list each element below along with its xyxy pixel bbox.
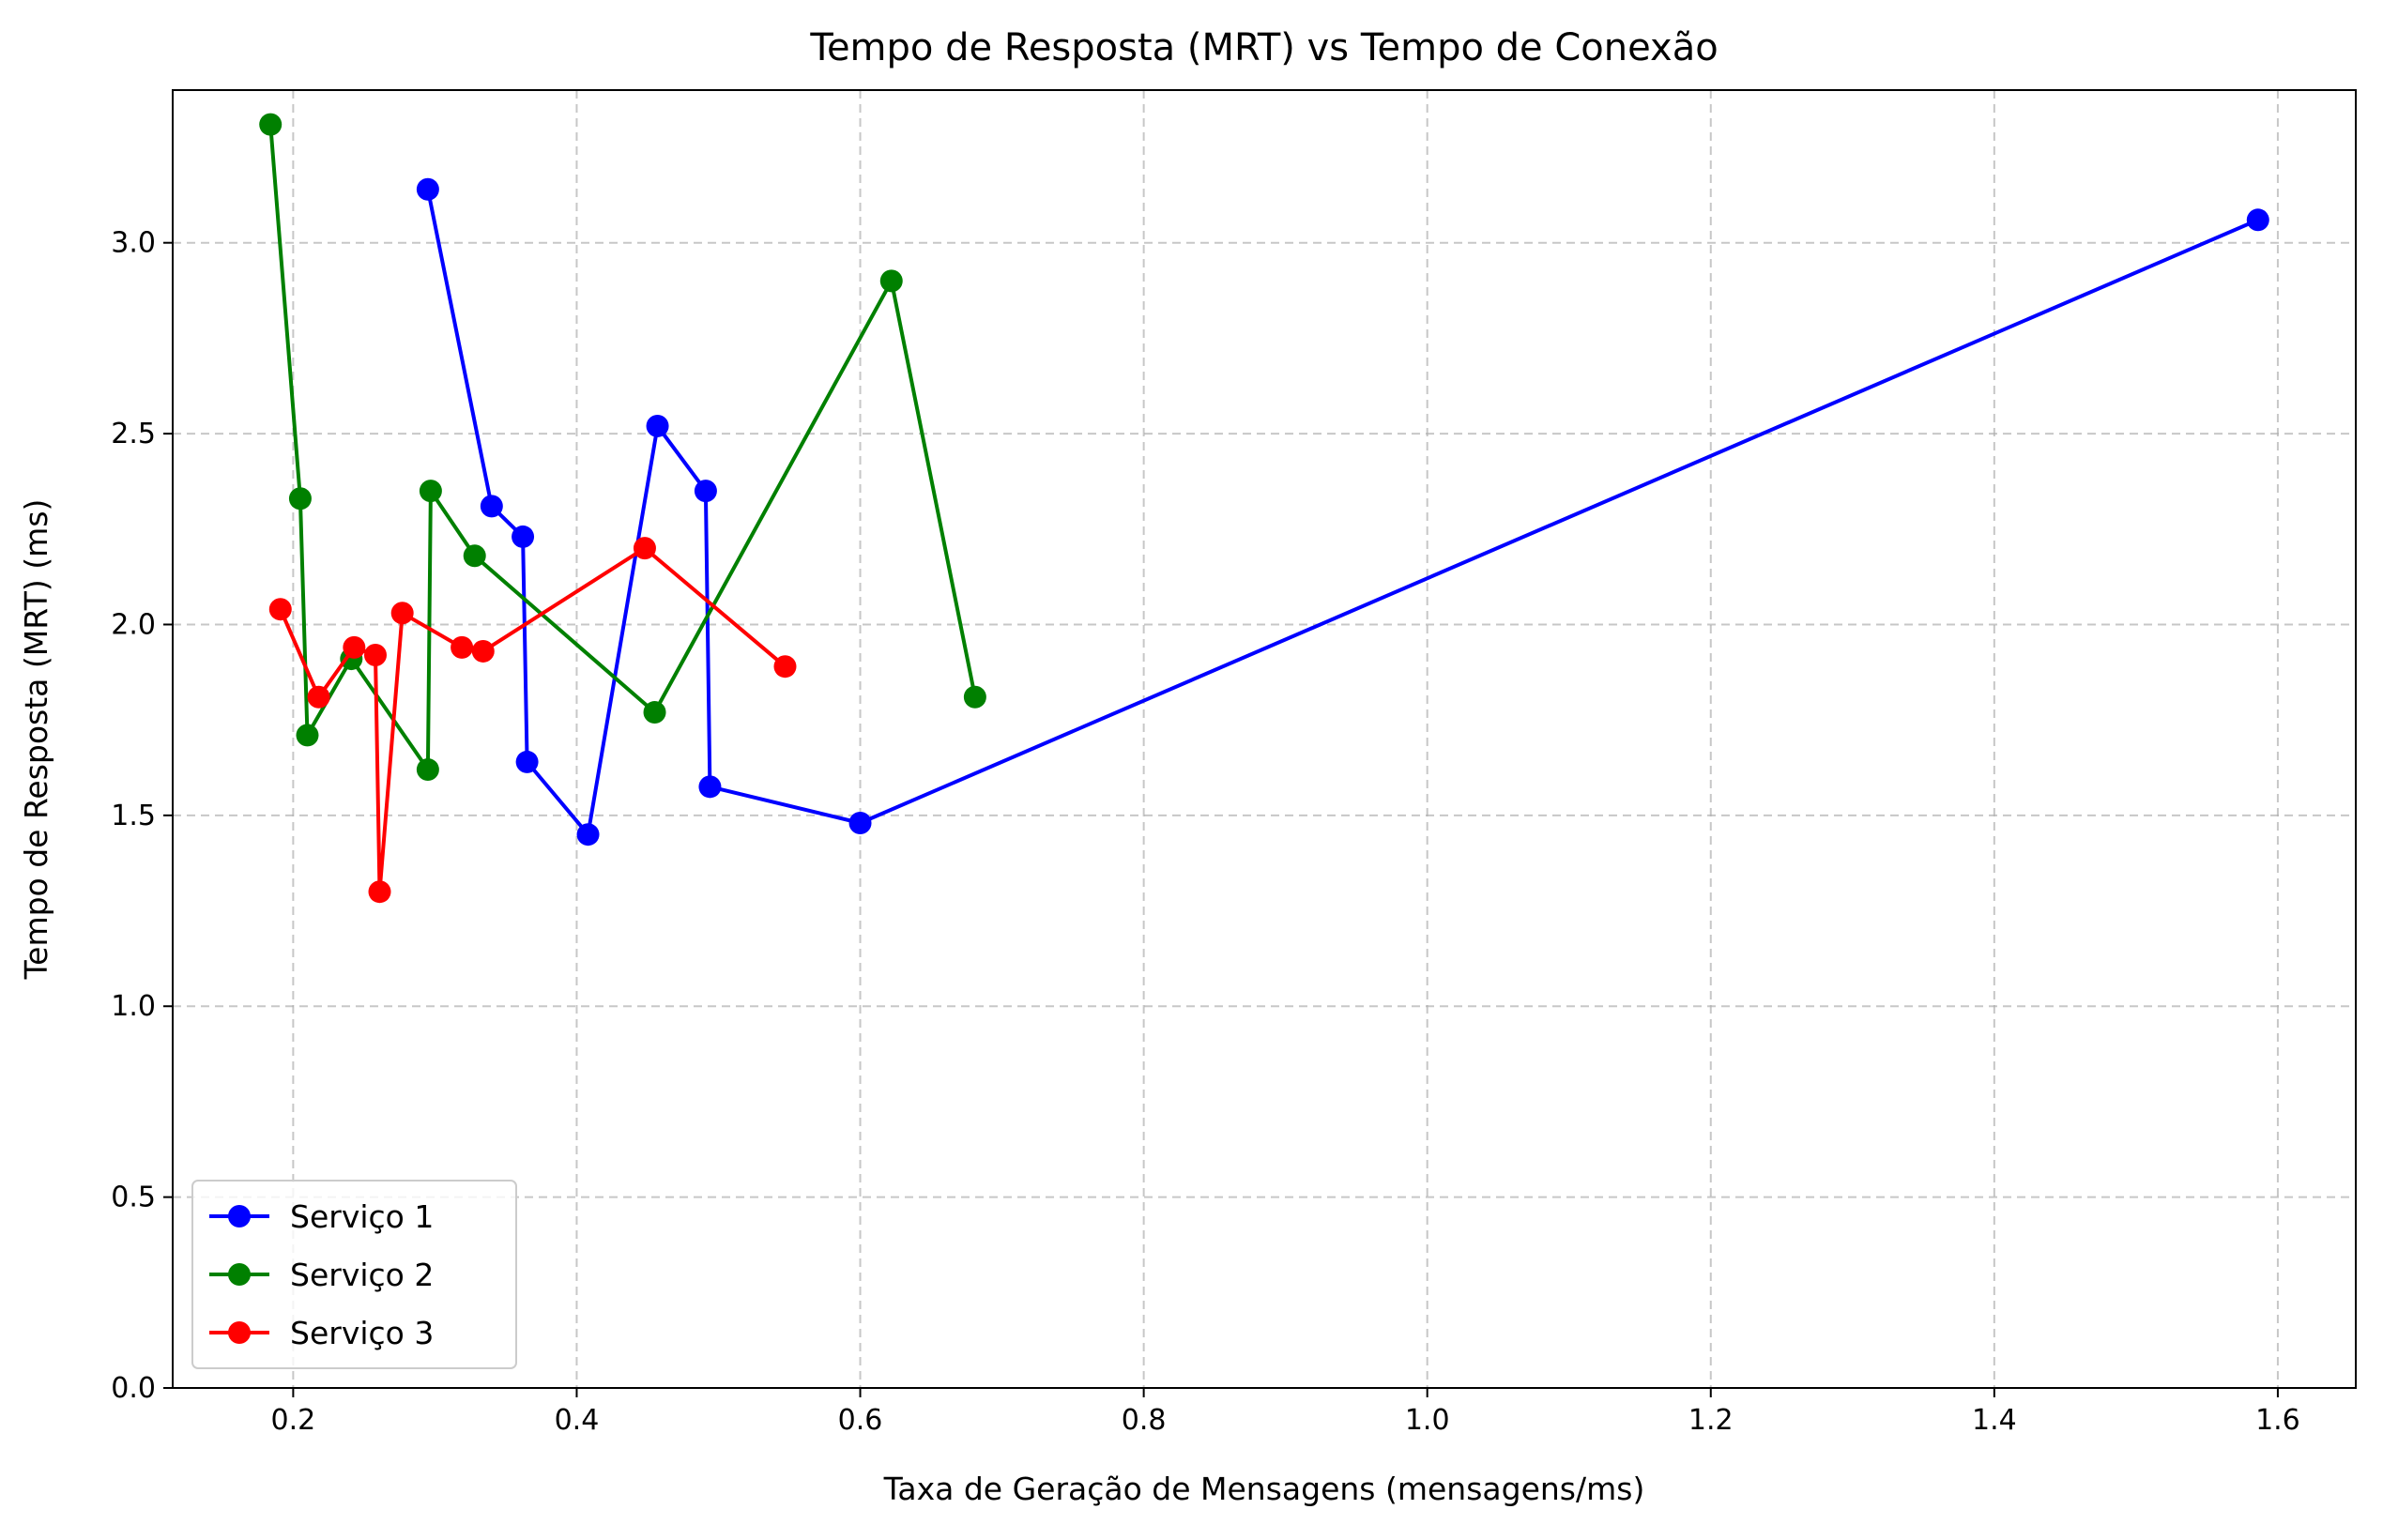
series-3-point xyxy=(471,639,495,663)
y-axis-label: Tempo de Resposta (MRT) (ms) xyxy=(18,499,54,981)
series-2-point xyxy=(416,758,439,782)
series-3-point xyxy=(343,635,366,659)
series-3-point xyxy=(390,602,414,625)
series-2-point xyxy=(879,269,903,293)
x-tick-label: 0.4 xyxy=(555,1404,600,1437)
y-tick-label: 1.0 xyxy=(111,990,156,1023)
series-3-point xyxy=(363,644,387,667)
x-tick-label: 0.8 xyxy=(1122,1404,1167,1437)
series-2-point xyxy=(643,701,666,724)
series-3-point xyxy=(307,685,330,709)
series-line-3 xyxy=(278,546,787,894)
series-3-point xyxy=(633,537,656,560)
x-tick-label: 0.6 xyxy=(838,1404,883,1437)
series-3-point xyxy=(451,635,474,659)
ticks: 0.2 0.4 0.6 0.8 1.0 1.2 1.4 1.6 0.0 0.5 1.0 1.5 2.0 2… xyxy=(111,227,2300,1437)
plot-frame xyxy=(172,89,2357,1389)
series-1-point xyxy=(512,525,535,548)
legend-entry-label: Serviço 2 xyxy=(290,1257,434,1293)
x-tick-label: 1.0 xyxy=(1405,1404,1450,1437)
series-2-point xyxy=(288,487,312,511)
legend: Serviço 1 Serviço 2 Serviço 3 xyxy=(191,1180,517,1369)
y-tick-label: 0.0 xyxy=(111,1372,156,1405)
legend-entry-label: Serviço 3 xyxy=(290,1315,434,1351)
legend-marker-swatch xyxy=(228,1205,251,1227)
series-1-point xyxy=(2246,208,2269,232)
series-3-point xyxy=(268,598,292,621)
x-tick-label: 1.2 xyxy=(1688,1404,1734,1437)
legend-marker-swatch xyxy=(228,1321,251,1344)
x-tick-label: 1.6 xyxy=(2255,1404,2300,1437)
y-tick-label: 3.0 xyxy=(111,227,156,260)
series-3-point xyxy=(773,655,797,679)
series-2-point xyxy=(259,113,283,136)
y-tick-label: 1.5 xyxy=(111,800,156,832)
series-1-point xyxy=(576,823,600,846)
series-2-point xyxy=(296,724,319,747)
series-3-point xyxy=(368,880,391,904)
y-tick-label: 2.5 xyxy=(111,418,156,450)
series-1-point xyxy=(694,480,717,503)
series-2-point xyxy=(963,685,986,709)
x-axis-label: Taxa de Geração de Mensagens (mensagens/… xyxy=(883,1471,1645,1507)
x-tick-label: 0.2 xyxy=(271,1404,316,1437)
series-line-1 xyxy=(425,187,2260,837)
legend-marker-swatch xyxy=(228,1263,251,1286)
series-2-point xyxy=(419,480,442,503)
series-2-point xyxy=(463,544,486,568)
series-1-point xyxy=(698,775,722,799)
legend-box xyxy=(191,1180,517,1369)
series-1-point xyxy=(646,414,669,437)
y-tick-label: 0.5 xyxy=(111,1182,156,1214)
y-tick-label: 2.0 xyxy=(111,608,156,641)
chart-title: Tempo de Resposta (MRT) vs Tempo de Cone… xyxy=(809,26,1718,69)
x-tick-label: 1.4 xyxy=(1972,1404,2017,1437)
series-1-point xyxy=(480,495,503,518)
series-1-point xyxy=(515,750,539,773)
legend-entry-label: Serviço 1 xyxy=(290,1198,434,1235)
series-layer xyxy=(259,113,2269,904)
series-1-point xyxy=(416,177,439,201)
series-1-point xyxy=(848,811,872,834)
